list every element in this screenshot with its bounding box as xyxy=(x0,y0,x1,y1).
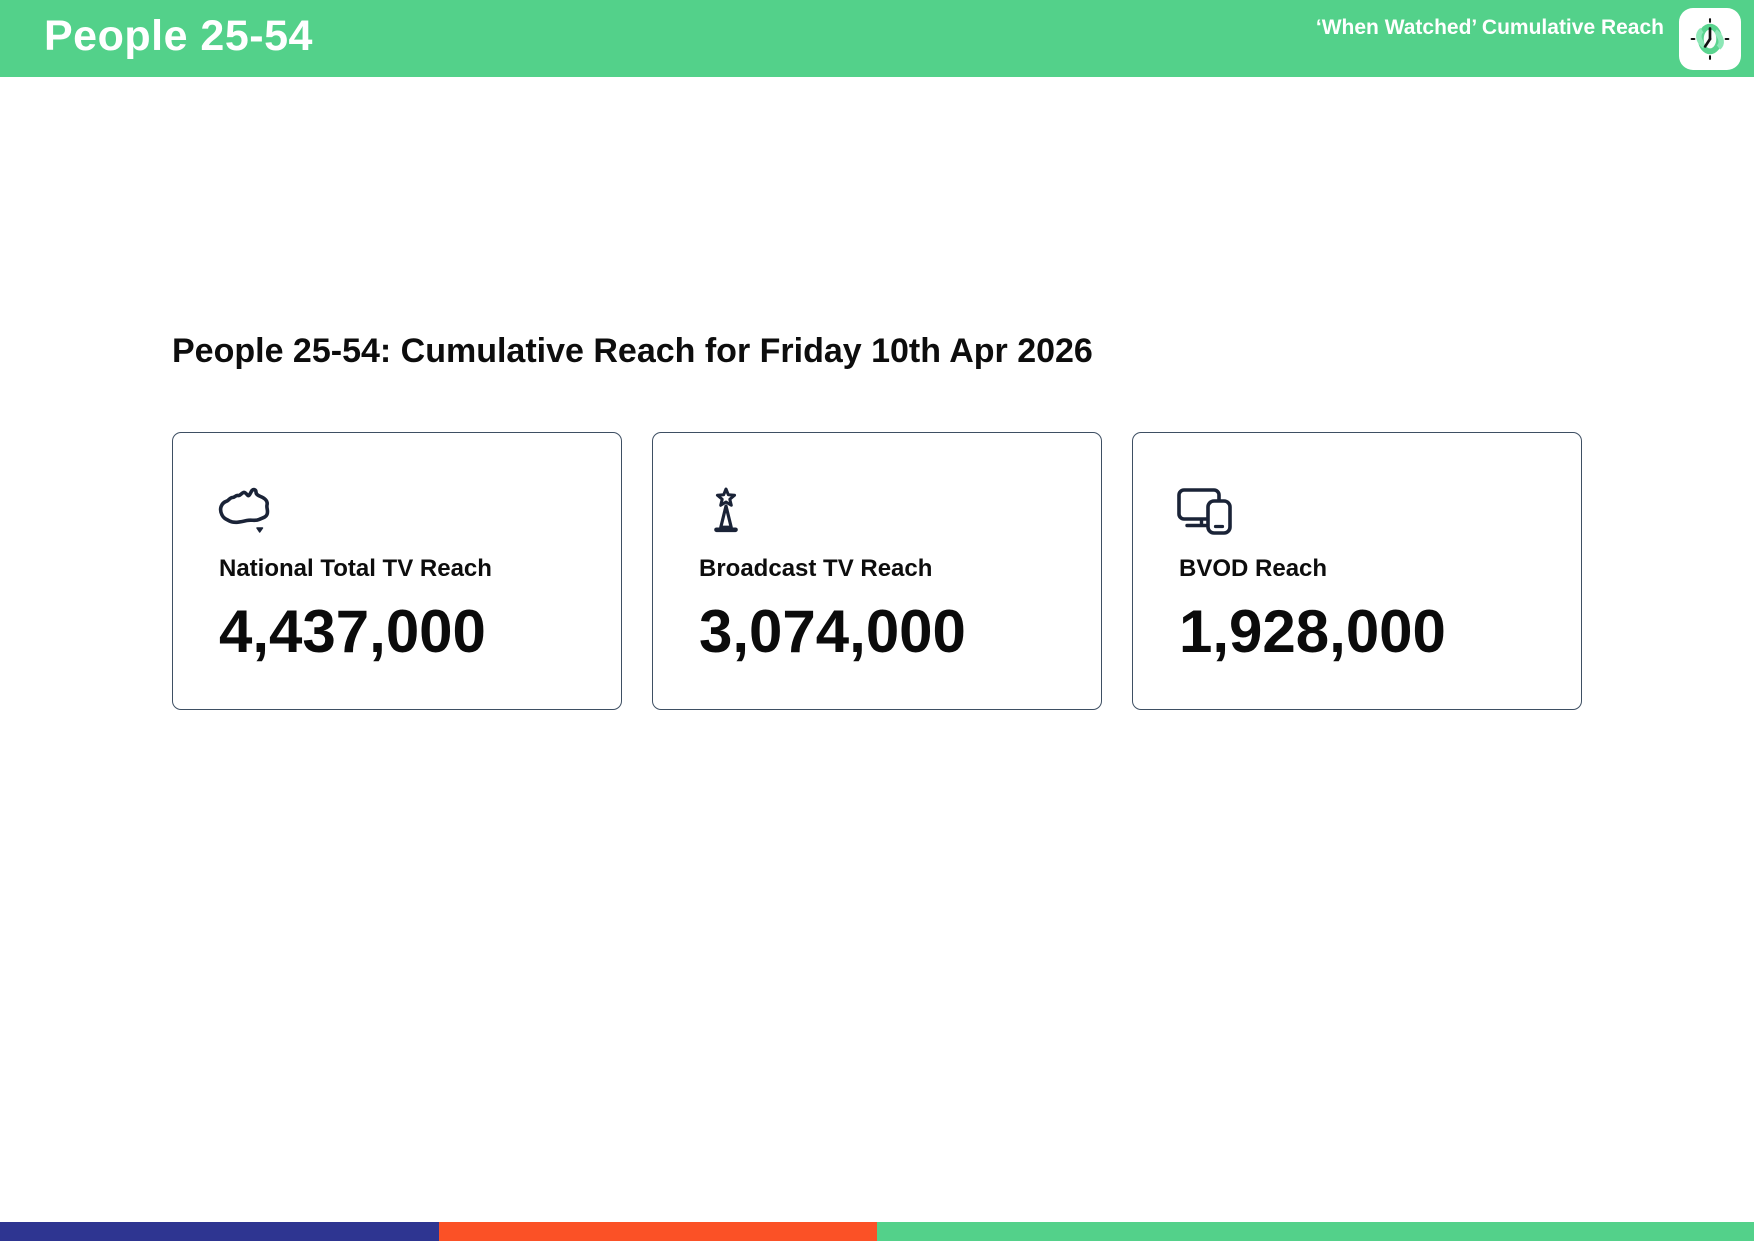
broadcast-tower-star-icon xyxy=(693,483,759,539)
stat-card-value: 4,437,000 xyxy=(219,598,486,665)
page-title: People 25-54 xyxy=(44,12,313,60)
footer-segment-navy xyxy=(0,1222,439,1241)
stat-card-label: BVOD Reach xyxy=(1179,555,1328,582)
header-subtitle: ‘When Watched’ Cumulative Reach xyxy=(1315,15,1664,39)
stat-card-national-total-tv: National Total TV Reach 4,437,000 xyxy=(172,432,622,710)
footer-color-bar xyxy=(0,1222,1754,1241)
stat-cards-row: National Total TV Reach 4,437,000 Broadc… xyxy=(172,432,1582,710)
header-right-group: ‘When Watched’ Cumulative Reach xyxy=(1315,7,1754,70)
stat-card-value: 1,928,000 xyxy=(1179,598,1446,665)
australia-map-icon xyxy=(213,483,279,539)
stat-card-label: National Total TV Reach xyxy=(219,555,492,582)
footer-segment-orange xyxy=(438,1222,877,1241)
tv-and-phone-devices-icon xyxy=(1173,483,1239,539)
footer-segment-green xyxy=(877,1222,1754,1241)
clock-logo-badge xyxy=(1679,7,1741,70)
stat-card-label: Broadcast TV Reach xyxy=(699,555,933,582)
report-heading: People 25-54: Cumulative Reach for Frida… xyxy=(172,332,1093,370)
stat-card-broadcast-tv: Broadcast TV Reach 3,074,000 xyxy=(652,432,1102,710)
stat-card-value: 3,074,000 xyxy=(699,598,966,665)
app-header: People 25-54 ‘When Watched’ Cumulative R… xyxy=(0,0,1754,77)
clock-icon xyxy=(1690,17,1730,60)
stat-card-bvod: BVOD Reach 1,928,000 xyxy=(1132,432,1582,710)
